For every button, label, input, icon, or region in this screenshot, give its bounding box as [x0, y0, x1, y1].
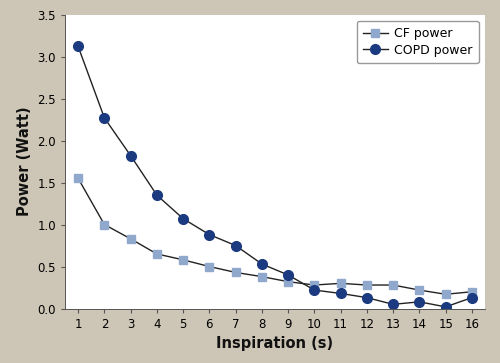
CF power: [338, 281, 344, 286]
COPD power: [206, 232, 212, 237]
COPD power: [416, 299, 422, 304]
COPD power: [442, 305, 448, 309]
CF power: [442, 292, 448, 297]
CF power: [232, 270, 238, 274]
Line: CF power: CF power: [74, 175, 475, 298]
COPD power: [232, 243, 238, 248]
CF power: [206, 264, 212, 269]
CF power: [390, 283, 396, 287]
Line: COPD power: COPD power: [74, 42, 476, 312]
X-axis label: Inspiration (s): Inspiration (s): [216, 336, 334, 351]
Legend: CF power, COPD power: CF power, COPD power: [356, 21, 479, 63]
COPD power: [75, 44, 81, 49]
COPD power: [154, 193, 160, 197]
CF power: [416, 288, 422, 292]
CF power: [364, 283, 370, 287]
COPD power: [128, 154, 134, 158]
CF power: [180, 258, 186, 262]
Y-axis label: Power (Watt): Power (Watt): [17, 107, 32, 216]
COPD power: [180, 216, 186, 221]
CF power: [285, 280, 291, 284]
CF power: [128, 237, 134, 241]
COPD power: [390, 302, 396, 306]
CF power: [259, 274, 265, 279]
CF power: [154, 252, 160, 256]
CF power: [75, 176, 81, 180]
COPD power: [259, 262, 265, 266]
CF power: [102, 223, 107, 227]
CF power: [469, 290, 475, 294]
CF power: [312, 283, 318, 287]
COPD power: [338, 291, 344, 295]
COPD power: [285, 273, 291, 277]
COPD power: [102, 116, 107, 120]
COPD power: [469, 295, 475, 300]
COPD power: [364, 295, 370, 300]
COPD power: [312, 288, 318, 292]
